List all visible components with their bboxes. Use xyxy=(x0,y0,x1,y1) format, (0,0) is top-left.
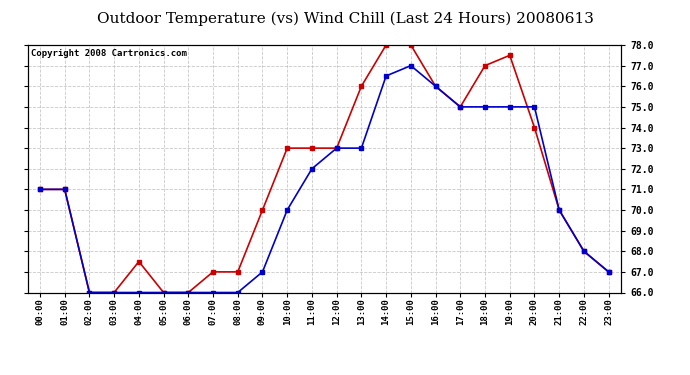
Text: Copyright 2008 Cartronics.com: Copyright 2008 Cartronics.com xyxy=(30,49,186,58)
Text: Outdoor Temperature (vs) Wind Chill (Last 24 Hours) 20080613: Outdoor Temperature (vs) Wind Chill (Las… xyxy=(97,11,593,26)
